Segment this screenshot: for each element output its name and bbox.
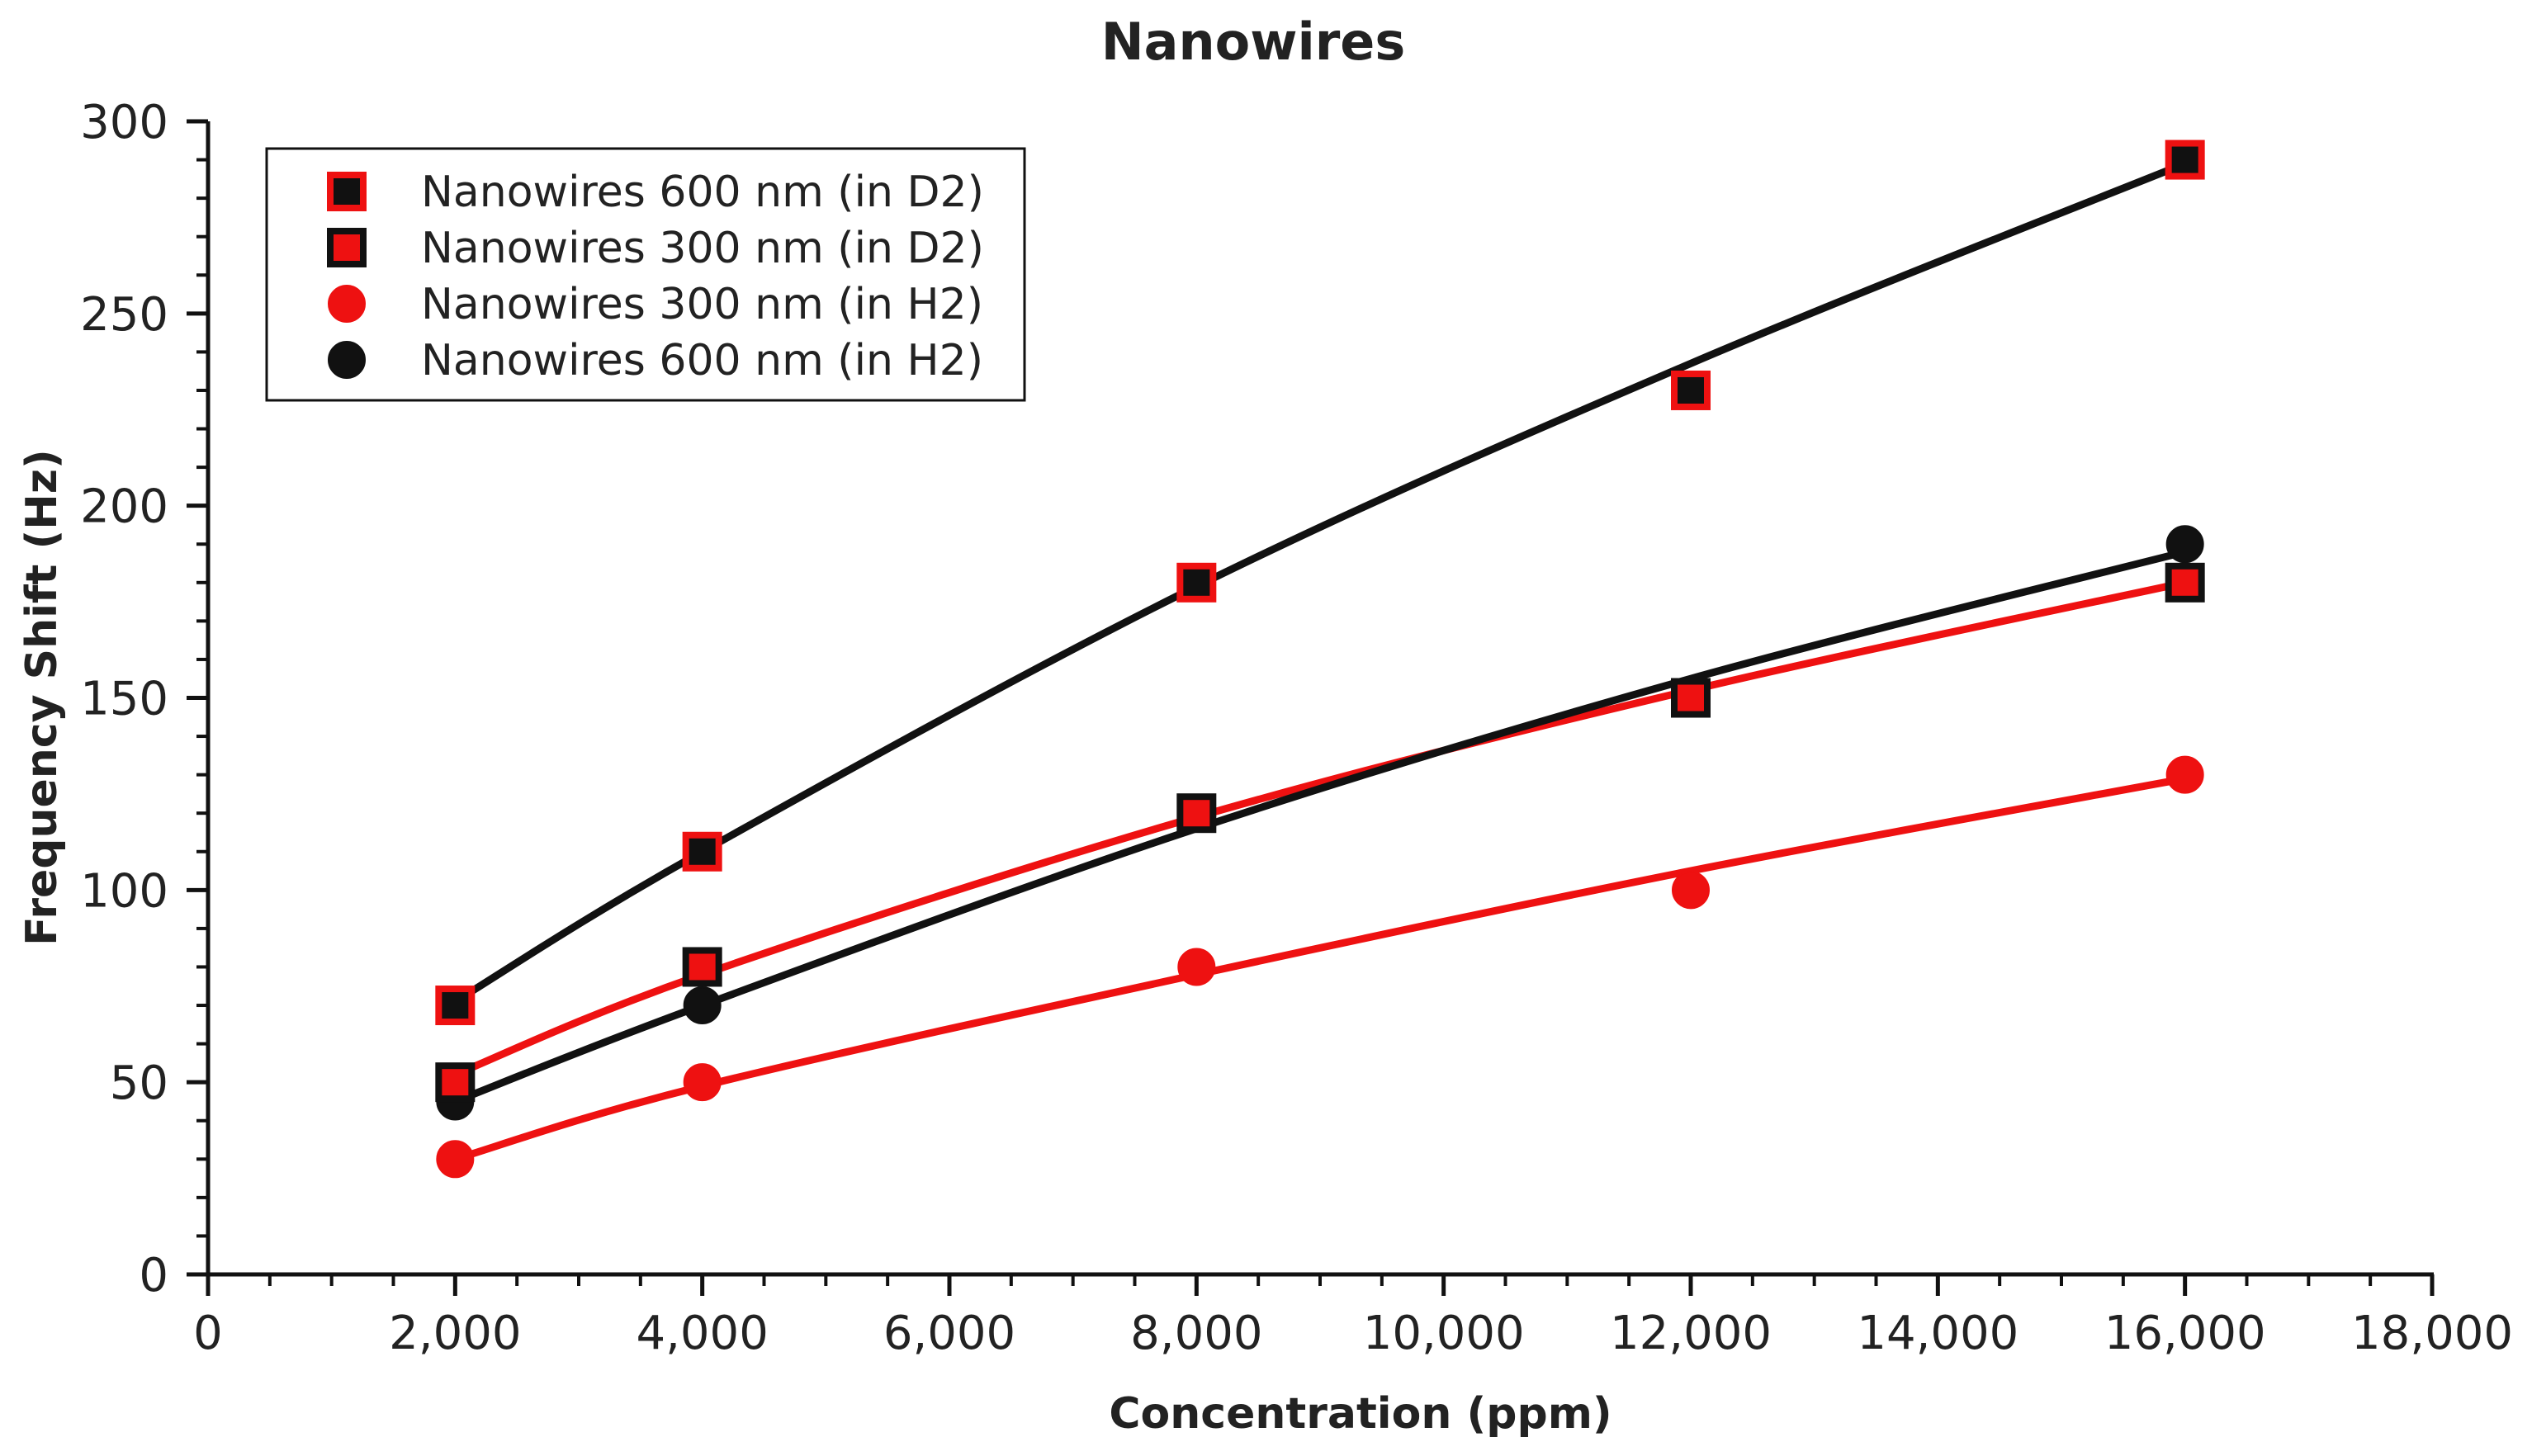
x-tick-label: 18,000 (2351, 1307, 2513, 1360)
data-point-series-2 (2165, 755, 2204, 794)
data-point-series-1 (2165, 562, 2205, 603)
y-tick-label: 0 (139, 1249, 168, 1302)
fit-line-series-0 (451, 159, 2189, 1005)
data-point-series-2 (1177, 948, 1216, 986)
legend-marker-0 (327, 172, 367, 211)
y-tick-label: 300 (80, 96, 168, 149)
chart-title: Nanowires (1101, 12, 1406, 72)
y-axis-label: Frequency Shift (Hz) (17, 449, 67, 946)
data-point-series-0 (1671, 370, 1711, 410)
x-tick-label: 4,000 (637, 1307, 769, 1360)
legend-label-2: Nanowires 300 nm (in H2) (421, 280, 983, 329)
legend-label-3: Nanowires 600 nm (in H2) (421, 336, 983, 385)
legend: Nanowires 600 nm (in D2) Nanowires 300 nm… (265, 147, 1026, 402)
data-point-series-1 (435, 1062, 476, 1103)
x-axis-label: Concentration (ppm) (1109, 1389, 1611, 1439)
data-point-series-0 (2165, 139, 2205, 180)
y-tick-label: 100 (80, 864, 168, 918)
legend-label-0: Nanowires 600 nm (in D2) (421, 168, 984, 217)
y-tick-label: 50 (110, 1057, 168, 1110)
y-tick-label: 250 (80, 288, 168, 342)
axes: 0 2,000 4,000 6,000 8,000 10,000 12,000 14,000 1… (80, 96, 2513, 1360)
legend-label-1: Nanowires 300 nm (in D2) (421, 224, 984, 273)
fit-line-series-1 (451, 579, 2189, 1079)
legend-box (265, 147, 1026, 402)
data-point-series-0 (1176, 562, 1217, 603)
y-tick-label: 200 (80, 480, 168, 534)
x-tick-label: 12,000 (1610, 1307, 1772, 1360)
x-tick-label: 6,000 (883, 1307, 1015, 1360)
fit-line-series-2 (451, 774, 2189, 1163)
data-point-series-3 (683, 986, 722, 1025)
data-point-series-0 (435, 986, 476, 1026)
fit-line-series-3 (451, 548, 2189, 1105)
data-point-series-1 (682, 947, 722, 987)
legend-marker-2 (328, 285, 366, 323)
x-tick-label: 14,000 (1857, 1307, 2019, 1360)
data-point-series-1 (1671, 678, 1711, 718)
x-tick-label: 8,000 (1130, 1307, 1262, 1360)
x-tick-label: 0 (193, 1307, 223, 1360)
legend-marker-3 (328, 341, 366, 379)
data-point-series-2 (683, 1063, 722, 1102)
legend-marker-1 (327, 228, 367, 267)
data-point-series-2 (1672, 871, 1710, 910)
data-markers (435, 139, 2205, 1179)
x-tick-label: 10,000 (1363, 1307, 1525, 1360)
data-point-series-0 (682, 831, 722, 872)
fit-lines (451, 159, 2189, 1163)
y-tick-label: 150 (80, 673, 168, 726)
x-tick-label: 16,000 (2104, 1307, 2266, 1360)
data-point-series-2 (436, 1140, 475, 1179)
data-point-series-1 (1176, 793, 1217, 834)
x-tick-label: 2,000 (389, 1307, 521, 1360)
data-point-series-3 (2165, 525, 2204, 564)
